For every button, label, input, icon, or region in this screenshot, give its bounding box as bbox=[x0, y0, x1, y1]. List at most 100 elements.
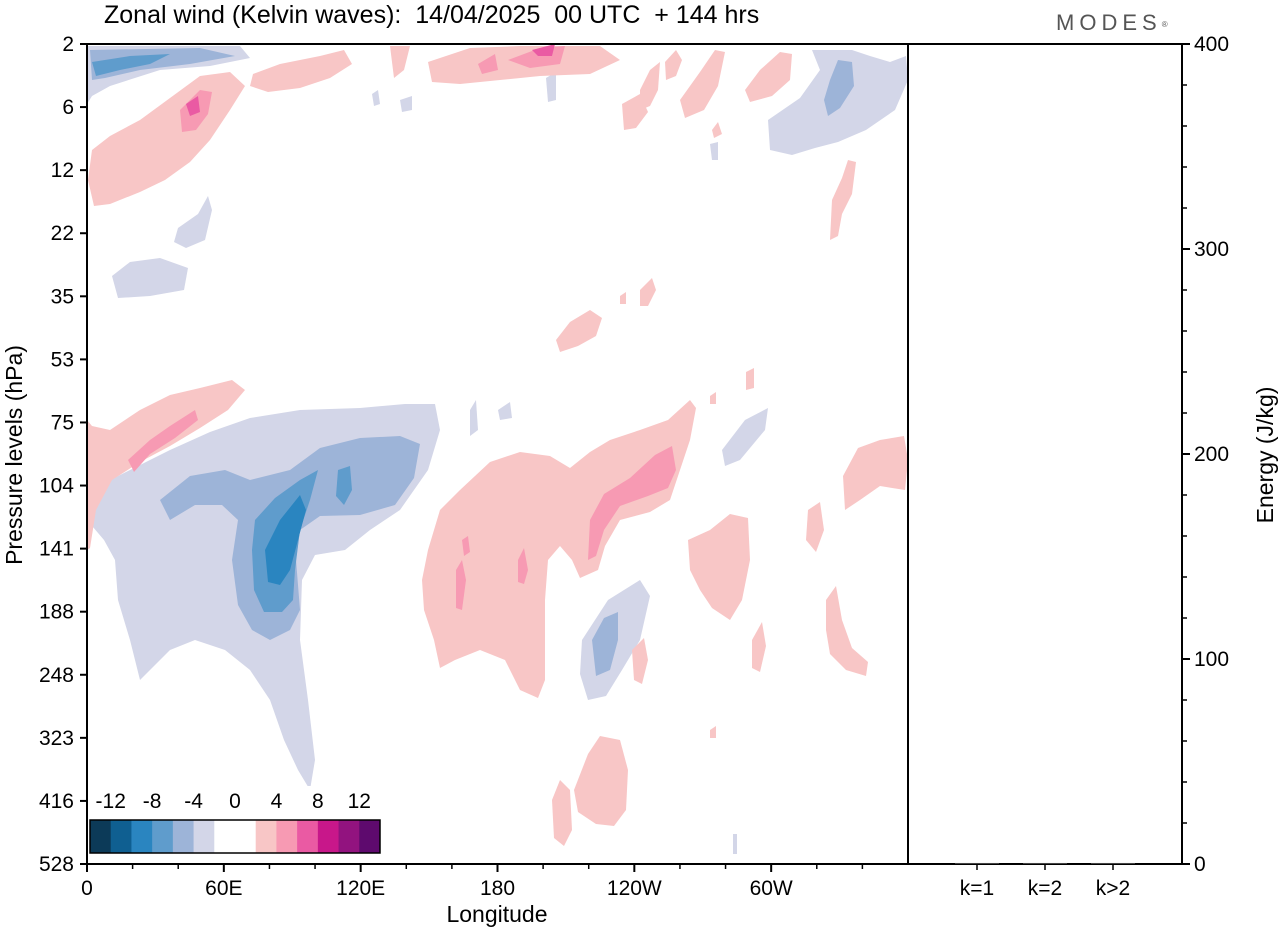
colorbar-label: -8 bbox=[143, 790, 162, 813]
energy-panel-frame bbox=[907, 43, 1183, 865]
contour-pos-10 bbox=[680, 50, 725, 118]
contour-pos-7 bbox=[640, 62, 660, 110]
contour-neg-12 bbox=[336, 466, 352, 505]
contour-pos-29 bbox=[688, 514, 750, 620]
contour-pos-15 bbox=[186, 96, 200, 116]
pressure-tick-label: 12 bbox=[51, 159, 74, 182]
colorbar-swatch bbox=[172, 820, 195, 853]
pressure-tick-label: 35 bbox=[51, 285, 74, 308]
contour-pos-1 bbox=[250, 50, 352, 92]
pressure-tick-label: 22 bbox=[51, 222, 74, 245]
energy-tick-label: 200 bbox=[1194, 443, 1229, 466]
pressure-tick-label: 2 bbox=[62, 33, 74, 56]
contour-pos-35 bbox=[574, 736, 628, 826]
pressure-tick-label: 528 bbox=[39, 853, 74, 876]
colorbar-label: 0 bbox=[229, 790, 241, 813]
contour-pos-26 bbox=[456, 560, 466, 610]
x-axis-title: Longitude bbox=[446, 901, 547, 927]
contour-pos-36 bbox=[552, 780, 572, 846]
contour-pos-20 bbox=[746, 368, 754, 390]
contour-pos-31 bbox=[806, 502, 824, 552]
colorbar-swatch bbox=[110, 820, 132, 853]
contour-pos-27 bbox=[518, 548, 528, 584]
contour-neg-14 bbox=[592, 612, 618, 676]
contour-neg-17 bbox=[470, 400, 478, 436]
pressure-tick-label: 53 bbox=[51, 348, 74, 371]
contour-pos-21 bbox=[710, 392, 716, 404]
contour-pos-18 bbox=[640, 278, 656, 306]
contour-pos-32 bbox=[826, 586, 868, 676]
contour-pos-28 bbox=[462, 536, 470, 556]
longitude-tick-label: 60W bbox=[750, 877, 793, 900]
contour-neg-21 bbox=[710, 142, 718, 160]
colorbar-label: 12 bbox=[348, 790, 371, 813]
contour-pos-16 bbox=[830, 160, 856, 240]
longitude-tick-label: 0 bbox=[81, 877, 93, 900]
contour-neg-3 bbox=[92, 54, 170, 76]
energy-tick-label: 300 bbox=[1194, 238, 1229, 261]
energy-bar bbox=[1091, 862, 1135, 864]
contour-pos-24 bbox=[422, 400, 696, 698]
colorbar-label: -4 bbox=[184, 790, 203, 813]
colorbar-swatch bbox=[131, 820, 153, 853]
contour-pos-11 bbox=[745, 52, 792, 102]
contour-neg-7 bbox=[112, 258, 188, 298]
contour-pos-8 bbox=[622, 94, 648, 130]
energy-axis: 0 100 200 300 400 bbox=[1182, 33, 1229, 876]
longitude-tick-label: 60E bbox=[205, 877, 242, 900]
contour-pos-37 bbox=[710, 726, 716, 738]
colorbar-swatch bbox=[255, 820, 277, 853]
contour-pos-17 bbox=[556, 310, 602, 352]
contour-neg-20 bbox=[546, 72, 556, 102]
contour-neg-16 bbox=[498, 402, 512, 420]
longitude-tick-label: 180 bbox=[480, 877, 515, 900]
energy-categories: k=1 k=2 k>2 bbox=[960, 864, 1130, 900]
contour-pos-22 bbox=[87, 380, 245, 550]
contour-pos-6 bbox=[478, 54, 498, 74]
contour-pos-25 bbox=[588, 446, 676, 560]
energy-axis-title: Energy (J/kg) bbox=[1252, 387, 1278, 524]
contour-neg-19 bbox=[372, 90, 380, 106]
wind-contour-field bbox=[87, 44, 908, 854]
chart-title: Zonal wind (Kelvin waves): 14/04/2025 00… bbox=[104, 1, 760, 29]
pressure-tick-label: 75 bbox=[51, 411, 74, 434]
pressure-tick-label: 323 bbox=[39, 727, 74, 750]
energy-bar bbox=[1023, 862, 1067, 864]
energy-tick-label: 0 bbox=[1194, 853, 1206, 876]
registered-mark: ® bbox=[1161, 20, 1168, 29]
colorbar-label: 8 bbox=[312, 790, 324, 813]
colorbar-swatch bbox=[338, 820, 360, 853]
colorbar-swatch bbox=[276, 820, 298, 853]
energy-tick-label: 100 bbox=[1194, 648, 1229, 671]
colorbar-swatch bbox=[193, 820, 215, 853]
contour-pos-34 bbox=[632, 638, 648, 684]
contour-neg-15 bbox=[722, 408, 768, 466]
brand-text: MODES bbox=[1056, 10, 1162, 35]
colorbar-swatch bbox=[317, 820, 340, 853]
contour-pos-5 bbox=[532, 44, 555, 56]
contour-pos-9 bbox=[665, 50, 682, 80]
pressure-tick-label: 248 bbox=[39, 664, 74, 687]
energy-tick-label: 400 bbox=[1194, 33, 1229, 56]
pressure-tick-label: 416 bbox=[39, 790, 74, 813]
contour-neg-11 bbox=[265, 495, 306, 585]
pressure-tick-label: 6 bbox=[62, 96, 74, 119]
pressure-tick-label: 104 bbox=[39, 475, 74, 498]
colorbar-border bbox=[89, 819, 381, 854]
energy-category-label: k=2 bbox=[1028, 877, 1062, 900]
contour-neg-6 bbox=[174, 196, 212, 248]
contour-pos-19 bbox=[620, 292, 626, 304]
longitude-tick-label: 120E bbox=[336, 877, 385, 900]
energy-bar bbox=[955, 862, 999, 864]
contour-neg-22 bbox=[733, 834, 737, 854]
energy-category-label: k>2 bbox=[1096, 877, 1130, 900]
y-axis-title: Pressure levels (hPa) bbox=[1, 345, 27, 565]
contour-neg-2 bbox=[90, 48, 235, 80]
colorbar-swatch bbox=[152, 820, 174, 853]
contour-neg-5 bbox=[824, 60, 854, 116]
pressure-axis: 2 6 12 22 35 53 75 104 141 188 248 323 416 528 bbox=[39, 33, 87, 876]
contour-pos-33 bbox=[752, 622, 766, 672]
colorbar-label: -12 bbox=[96, 790, 126, 813]
colorbar-swatch bbox=[359, 820, 381, 853]
